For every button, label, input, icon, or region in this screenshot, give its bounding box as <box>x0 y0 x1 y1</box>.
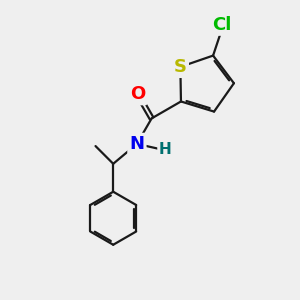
Text: Cl: Cl <box>212 16 232 34</box>
Text: O: O <box>130 85 145 103</box>
Text: S: S <box>174 58 187 76</box>
Text: N: N <box>129 135 144 153</box>
Text: H: H <box>159 142 172 157</box>
